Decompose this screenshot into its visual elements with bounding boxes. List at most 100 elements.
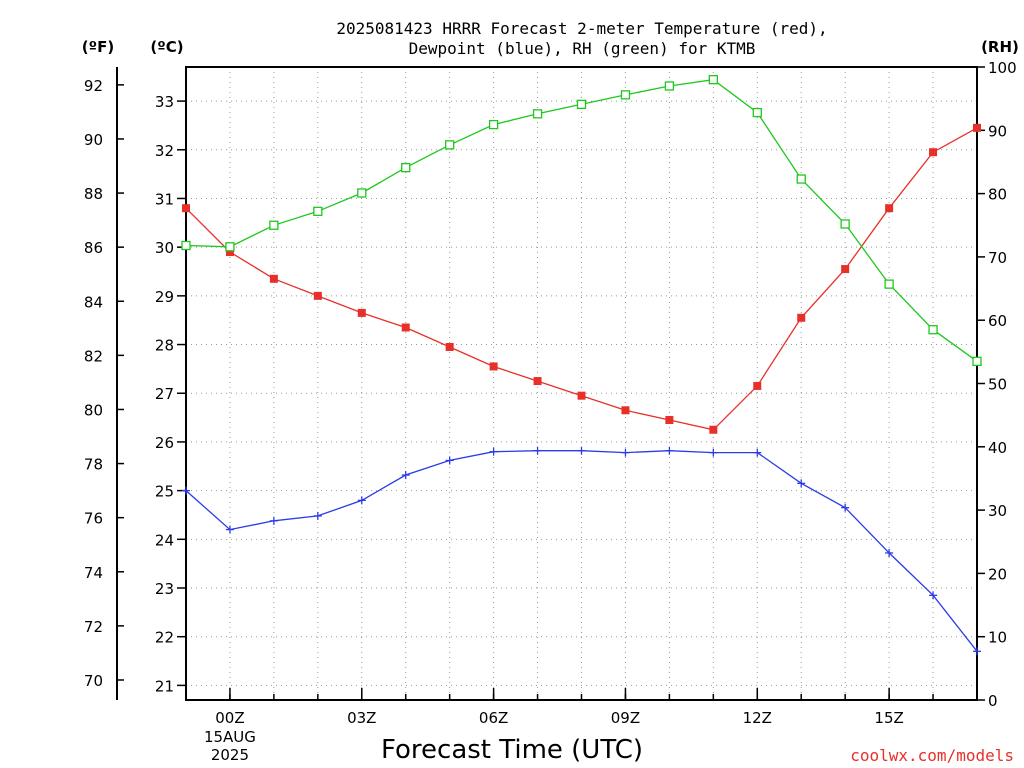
chart-title-line2: Dewpoint (blue), RH (green) for KTMB — [409, 39, 756, 58]
y-tick-label-c: 30 — [155, 239, 174, 257]
y-tick-label-rh: 50 — [988, 376, 1007, 394]
y-tick-label-rh: 100 — [988, 59, 1017, 77]
dewpoint-point — [182, 486, 190, 495]
y-tick-label-c: 21 — [155, 677, 174, 695]
x-tick-label: 00Z — [215, 709, 244, 727]
temperature-point — [753, 381, 762, 390]
temperature-point — [929, 148, 938, 157]
dewpoint-point — [577, 446, 586, 455]
y-tick-label-c: 25 — [155, 483, 174, 501]
dewpoint-point — [753, 448, 762, 457]
temperature-point — [577, 391, 586, 400]
y-tick-label-c: 24 — [155, 531, 174, 549]
series-rh — [181, 75, 982, 366]
rh-point — [401, 162, 411, 173]
y-tick-label-rh: 40 — [988, 439, 1007, 457]
temperature-point — [533, 377, 542, 386]
y-tick-label-f: 74 — [84, 564, 103, 582]
dewpoint-point — [313, 511, 322, 520]
rh-line — [185, 79, 978, 362]
rh-point — [796, 174, 806, 184]
y-tick-label-c: 33 — [155, 93, 174, 111]
temperature-point — [885, 204, 894, 213]
y-tick-label-rh: 80 — [988, 186, 1007, 204]
x-tick-label: 12Z — [743, 709, 772, 727]
temperature-point — [621, 406, 630, 415]
y-tick-label-f: 88 — [84, 185, 103, 203]
y-tick-label-f: 76 — [84, 510, 103, 528]
chart-title-line1: 2025081423 HRRR Forecast 2-meter Tempera… — [336, 19, 827, 38]
x-date-label-line1: 15AUG — [204, 728, 256, 746]
y-tick-label-c: 32 — [155, 142, 174, 160]
rh-point — [840, 219, 850, 229]
temperature-point — [973, 123, 981, 132]
y-tick-label-rh: 60 — [988, 312, 1007, 330]
y-tick-label-f: 70 — [84, 672, 103, 690]
dewpoint-point — [797, 479, 806, 488]
temperature-point — [401, 323, 410, 332]
y-tick-label-f: 78 — [84, 456, 103, 474]
rh-point — [884, 279, 894, 289]
dewpoint-point — [269, 516, 278, 525]
y-tick-label-f: 86 — [84, 239, 103, 257]
y-tick-label-c: 23 — [155, 580, 174, 598]
temperature-point — [225, 248, 234, 257]
temperature-point — [841, 265, 850, 274]
y-tick-label-rh: 10 — [988, 629, 1007, 647]
temperature-point — [357, 308, 366, 317]
x-tick-label: 15Z — [874, 709, 903, 727]
rh-unit-label: (RH) — [981, 38, 1019, 56]
y-tick-label-f: 92 — [84, 77, 103, 95]
dewpoint-point — [533, 446, 542, 455]
y-tick-label-rh: 30 — [988, 502, 1007, 520]
dewpoint-point — [929, 591, 938, 600]
y-tick-label-c: 29 — [155, 288, 174, 306]
dewpoint-point — [225, 525, 234, 534]
y-tick-label-f: 80 — [84, 401, 103, 419]
temperature-point — [182, 204, 190, 213]
y-tick-label-f: 90 — [84, 131, 103, 149]
rh-point — [313, 206, 323, 216]
rh-point — [357, 188, 367, 198]
dewpoint-point — [885, 548, 894, 557]
fahrenheit-unit-label: (ºF) — [82, 38, 114, 56]
rh-point — [620, 90, 631, 100]
y-tick-label-f: 82 — [84, 347, 103, 365]
dewpoint-point — [445, 456, 454, 465]
y-tick-label-rh: 0 — [988, 692, 998, 710]
temperature-line — [185, 127, 978, 431]
temperature-point — [665, 416, 674, 425]
y-tick-label-c: 22 — [155, 629, 174, 647]
axes — [116, 66, 985, 701]
temperature-point — [489, 362, 498, 371]
y-tick-label-rh: 90 — [988, 122, 1007, 140]
plot-frame — [185, 66, 978, 701]
dewpoint-point — [973, 647, 981, 656]
x-axis-title: Forecast Time (UTC) — [381, 735, 643, 765]
dewpoint-point — [357, 496, 366, 505]
x-tick-label: 09Z — [611, 709, 640, 727]
rh-point — [488, 119, 499, 130]
dewpoint-line — [185, 450, 978, 652]
y-tick-label-c: 26 — [155, 434, 174, 452]
rh-point — [664, 81, 675, 91]
y-tick-label-c: 31 — [155, 190, 174, 208]
x-date-label-line2: 2025 — [211, 746, 249, 764]
rh-point — [708, 75, 718, 85]
y-tick-label-f: 72 — [84, 618, 103, 636]
temperature-point — [445, 342, 454, 351]
rh-point — [576, 99, 587, 109]
y-tick-label-rh: 20 — [988, 565, 1007, 583]
series-group — [181, 75, 982, 656]
rh-point — [532, 109, 543, 119]
grid — [185, 67, 978, 700]
dewpoint-point — [621, 448, 630, 457]
dewpoint-point — [841, 503, 850, 512]
y-tick-label-c: 27 — [155, 385, 174, 403]
series-dewpoint — [182, 446, 981, 656]
rh-point — [269, 220, 279, 230]
dewpoint-point — [401, 471, 410, 480]
y-tick-label-c: 28 — [155, 337, 174, 355]
credit-text: coolwx.com/models — [850, 746, 1014, 765]
